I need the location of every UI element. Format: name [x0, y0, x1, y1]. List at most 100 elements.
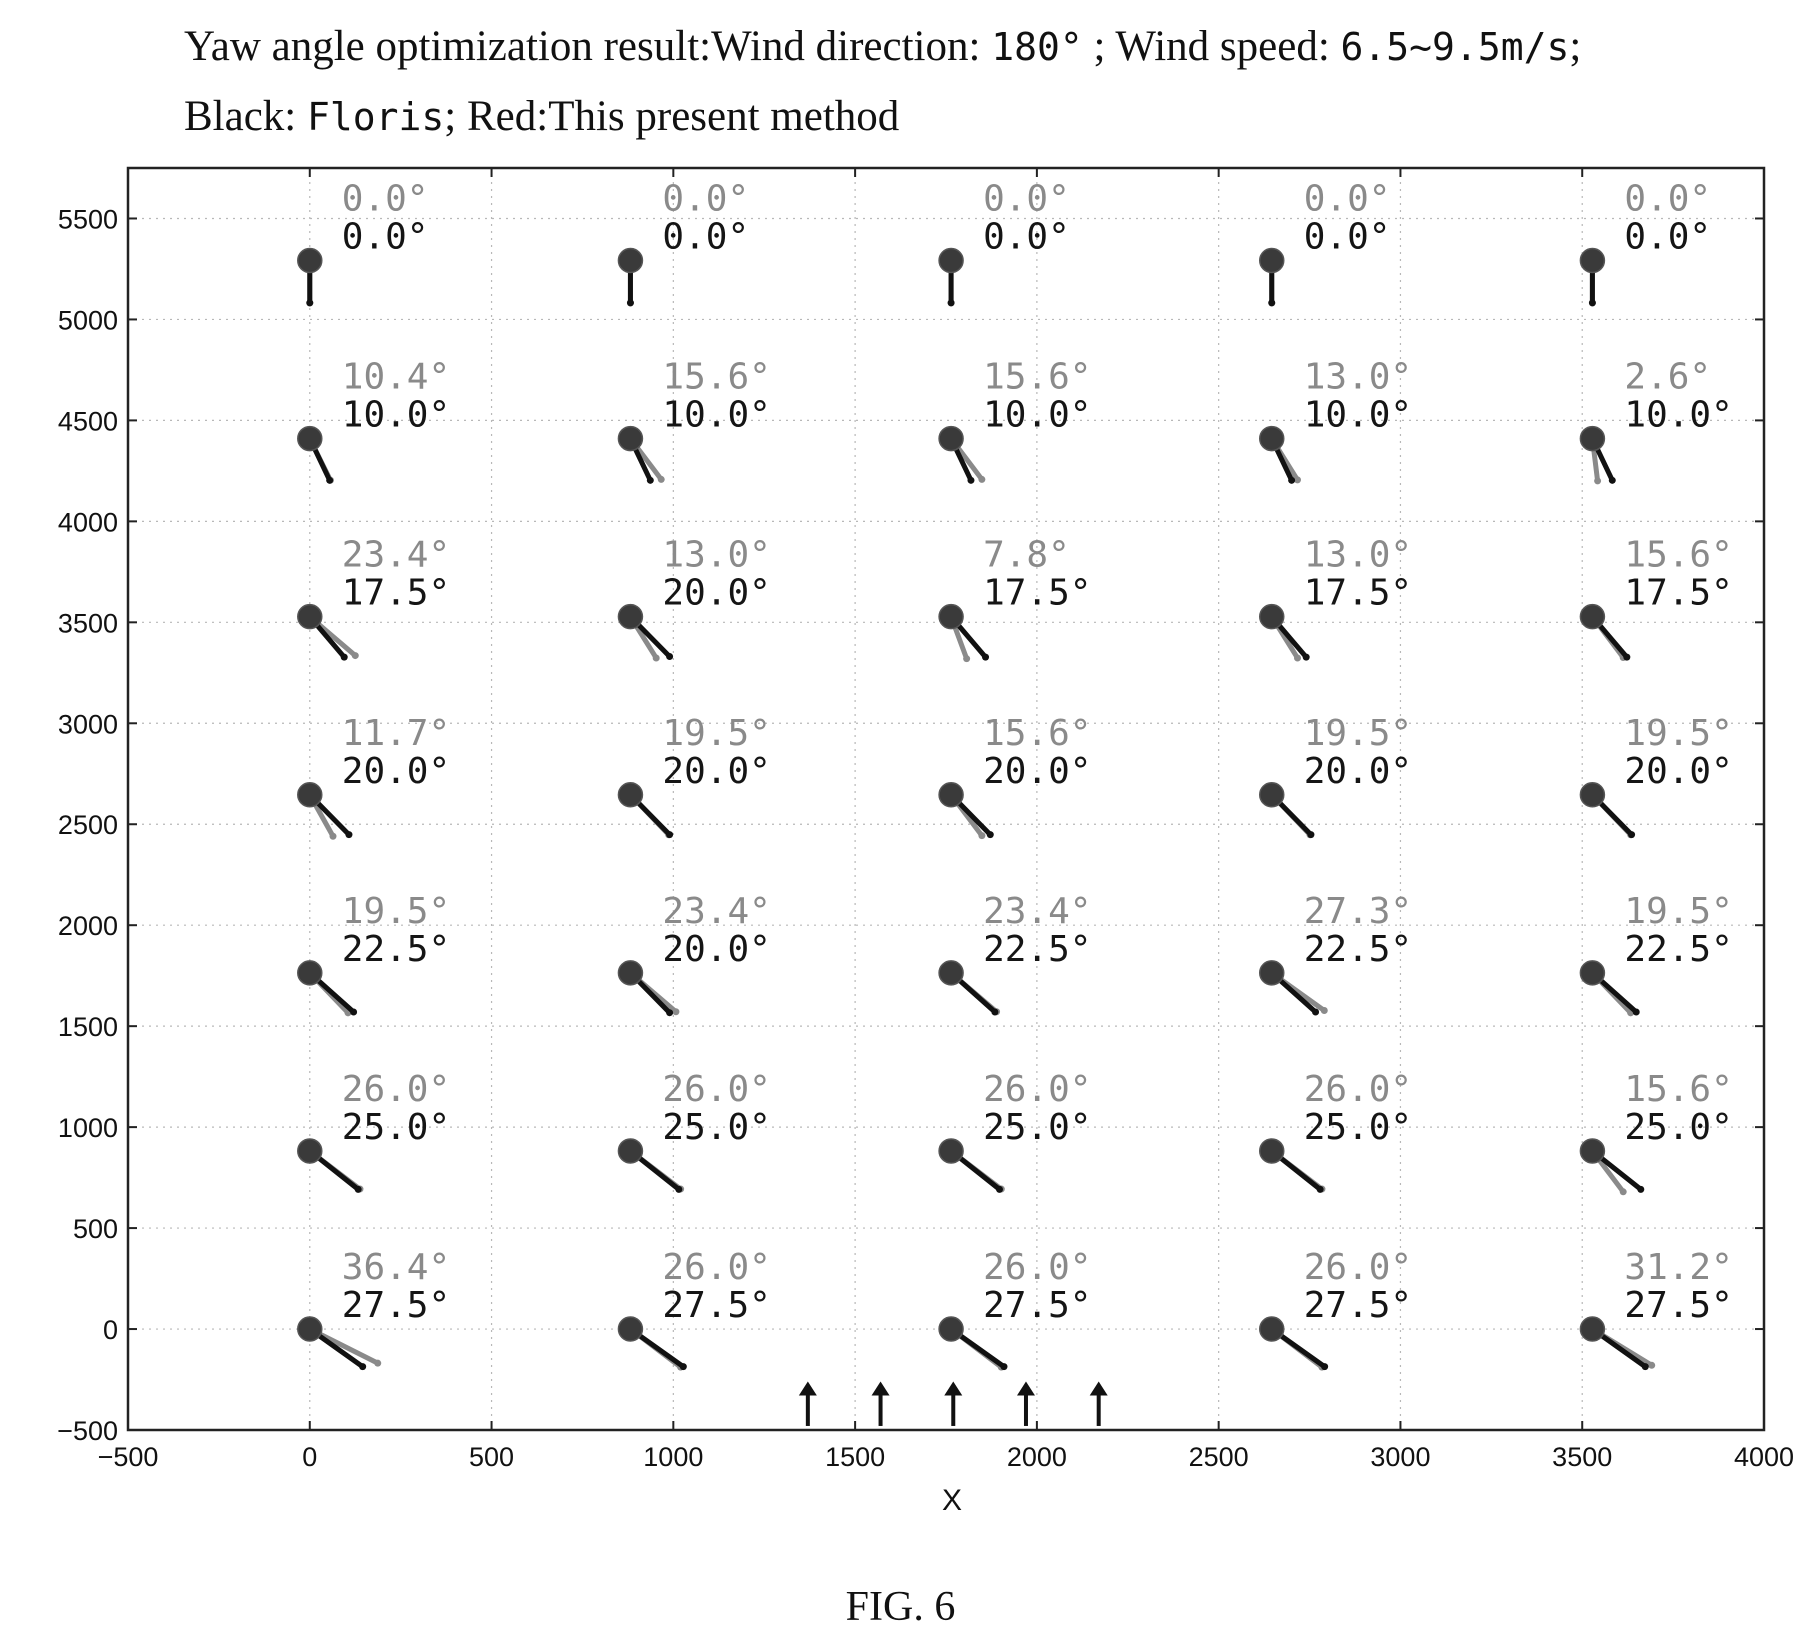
yaw-label-floris: 27.5° [1304, 1285, 1412, 1326]
yaw-line-present-method-end [329, 832, 337, 840]
turbine-marker [938, 1138, 964, 1164]
yaw-label-floris: 0.0° [1624, 216, 1711, 257]
y-tick-label: 3500 [58, 608, 118, 638]
yaw-line-present-method-end [978, 832, 986, 840]
turbine-marker [1579, 1316, 1606, 1342]
yaw-label-floris: 10.0° [983, 395, 1091, 436]
yaw-line-floris-end [666, 653, 674, 661]
yaw-line-floris-end [1000, 1363, 1008, 1371]
turbine-marker [617, 1316, 644, 1342]
yaw-label-present-method: 7.8° [983, 535, 1070, 576]
yaw-line-present-method-end [374, 1359, 382, 1367]
turbine-marker [1579, 782, 1606, 808]
yaw-label-present-method: 19.5° [662, 713, 770, 754]
yaw-line-present-method-end [1294, 476, 1302, 484]
yaw-label-floris: 0.0° [983, 216, 1070, 257]
yaw-line-floris-end [947, 299, 955, 307]
turbine-marker [938, 603, 964, 630]
yaw-label-floris: 20.0° [662, 573, 770, 614]
yaw-line-floris-end [1268, 299, 1276, 307]
yaw-line-floris-end [967, 476, 975, 484]
plot-frame [126, 166, 1766, 1432]
x-axis-label: X [942, 1484, 962, 1517]
yaw-line-floris-end [306, 299, 314, 307]
turbine-marker [1258, 960, 1285, 986]
chart-title-line-1: Yaw angle optimization result:Wind direc… [184, 22, 1581, 71]
yaw-line-floris-end [1632, 1008, 1640, 1016]
yaw-line-floris-end [326, 476, 334, 484]
turbine-marker [938, 247, 964, 274]
yaw-label-present-method: 26.0° [1304, 1069, 1412, 1110]
turbine-marker [938, 425, 964, 452]
y-tick-label: 5000 [58, 305, 118, 335]
y-tick-label: 3000 [58, 709, 118, 739]
turbine-marker [938, 1316, 964, 1342]
yaw-label-present-method: 10.4° [342, 357, 450, 398]
wind-arrow-head [798, 1381, 817, 1396]
yaw-label-present-method: 13.0° [1304, 357, 1412, 398]
yaw-label-floris: 27.5° [662, 1285, 770, 1326]
turbine-marker [1258, 425, 1285, 452]
yaw-line-present-method-end [657, 475, 665, 483]
turbine-marker [1258, 1316, 1285, 1342]
y-tick-label: 4500 [58, 406, 118, 436]
yaw-label-present-method: 0.0° [1304, 178, 1391, 219]
yaw-label-present-method: 26.0° [983, 1069, 1091, 1110]
yaw-label-present-method: 15.6° [1624, 535, 1732, 576]
turbine-marker [617, 960, 644, 986]
yaw-label-present-method: 26.0° [1304, 1247, 1412, 1288]
yaw-line-present-method-end [1594, 477, 1602, 485]
yaw-line-present-method-end [1648, 1361, 1656, 1369]
yaw-line-floris-end [991, 1008, 999, 1016]
yaw-line-floris-end [354, 1185, 362, 1193]
turbine-marker [1579, 247, 1606, 274]
yaw-line-floris-end [1608, 476, 1616, 484]
yaw-line-present-method-end [963, 655, 971, 663]
yaw-label-present-method: 13.0° [1304, 535, 1412, 576]
yaw-label-present-method: 23.4° [342, 535, 450, 576]
x-tick-label: 0 [302, 1442, 317, 1472]
wind-arrow-head [871, 1381, 890, 1396]
turbine-marker [297, 603, 323, 630]
x-tick-label: 1000 [643, 1442, 703, 1472]
yaw-label-present-method: 27.3° [1304, 891, 1412, 932]
turbine-marker [1579, 425, 1606, 452]
title-suffix: ; [1569, 23, 1582, 70]
yaw-line-floris-end [345, 831, 353, 839]
wind-arrow-head [1089, 1381, 1108, 1396]
yaw-line-floris-end [1588, 299, 1596, 307]
yaw-label-floris: 25.0° [1624, 1107, 1732, 1148]
x-tick-label: 4000 [1734, 1442, 1794, 1472]
yaw-label-present-method: 31.2° [1624, 1247, 1732, 1288]
yaw-label-floris: 27.5° [1624, 1285, 1732, 1326]
yaw-line-floris-end [1316, 1185, 1324, 1193]
yaw-label-floris: 22.5° [342, 929, 450, 970]
yaw-label-floris: 0.0° [662, 216, 749, 257]
turbine-marker [617, 247, 644, 274]
yaw-label-present-method: 19.5° [1624, 891, 1732, 932]
yaw-label-present-method: 19.5° [1304, 713, 1412, 754]
yaw-label-present-method: 15.6° [983, 713, 1091, 754]
yaw-label-floris: 20.0° [662, 929, 770, 970]
yaw-line-floris-end [995, 1185, 1003, 1193]
figure-caption: FIG. 6 [845, 1584, 956, 1630]
yaw-label-present-method: 23.4° [662, 891, 770, 932]
yaw-label-floris: 25.0° [983, 1107, 1091, 1148]
yaw-line-present-method-end [1294, 654, 1302, 662]
turbine-marker [938, 960, 964, 986]
yaw-label-present-method: 15.6° [1624, 1069, 1732, 1110]
y-tick-label: 2500 [58, 810, 118, 840]
y-tick-label: 2000 [58, 911, 118, 941]
y-tick-label: −500 [57, 1416, 118, 1446]
legend-red-label: ; Red:This present method [444, 93, 900, 140]
yaw-label-floris: 20.0° [662, 751, 770, 792]
yaw-label-present-method: 0.0° [983, 178, 1070, 219]
yaw-line-floris-end [1302, 653, 1310, 661]
yaw-label-present-method: 0.0° [342, 178, 429, 219]
yaw-label-present-method: 19.5° [342, 891, 450, 932]
yaw-line-floris-end [1623, 653, 1631, 661]
yaw-line-floris-end [1312, 1008, 1320, 1016]
y-tick-label: 1000 [58, 1113, 118, 1143]
legend-black-label: Black: [184, 93, 307, 140]
yaw-line-floris-end [982, 653, 990, 661]
